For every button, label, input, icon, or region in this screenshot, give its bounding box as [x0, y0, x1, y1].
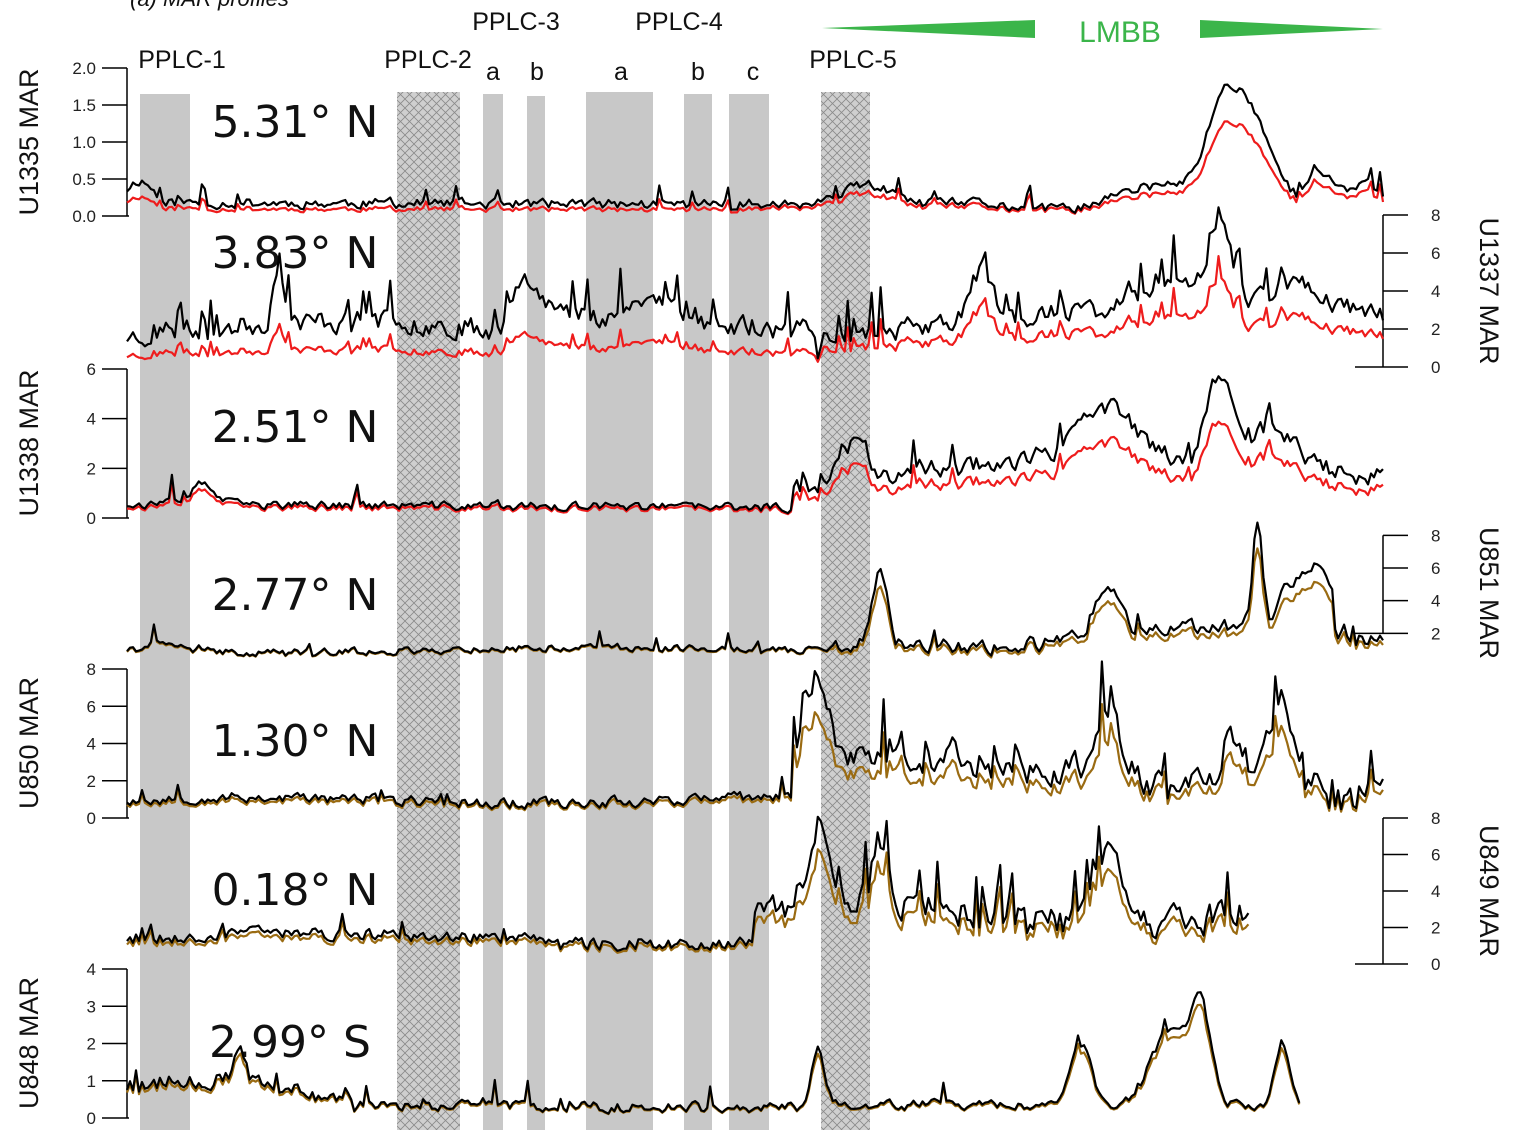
y-axis-label: U851 MAR	[1474, 527, 1504, 659]
series-line-red	[126, 420, 1384, 516]
event-band-5	[586, 92, 653, 1130]
tick-label: 2	[87, 459, 96, 478]
latitude-label: 3.83° N	[212, 228, 379, 279]
y-axis-label: U850 MAR	[14, 677, 44, 809]
y-axis-label: U1335 MAR	[14, 68, 44, 215]
band-label: PPLC-4	[635, 8, 723, 36]
tick-label: 8	[1431, 809, 1440, 828]
latitude-label: 0.18° N	[212, 865, 379, 916]
tick-label: 6	[1431, 559, 1440, 578]
event-band-7	[729, 94, 769, 1130]
series-line-black	[126, 815, 1250, 952]
lmbb-arrow-left	[822, 20, 1035, 38]
band-sub-label: a	[486, 58, 500, 86]
band-sub-label: a	[614, 58, 628, 86]
tick-label: 2	[1431, 624, 1440, 643]
latitude-label: 5.31° N	[212, 97, 379, 148]
series-line-black	[125, 991, 1301, 1115]
latitude-label: 2.51° N	[212, 402, 379, 453]
series-line-black	[126, 206, 1385, 360]
series-line-black	[126, 521, 1384, 658]
latitude-label: 1.30° N	[212, 716, 379, 767]
tick-label: 2	[87, 772, 96, 791]
latitude-label: 2.77° N	[212, 570, 379, 621]
event-band-6	[684, 94, 712, 1130]
lmbb-label: LMBB	[1079, 16, 1161, 49]
event-band-1	[140, 94, 190, 1130]
tick-label: 1.5	[72, 96, 96, 115]
tick-label: 6	[87, 360, 96, 379]
event-band-3	[483, 94, 503, 1130]
tick-label: 4	[1431, 882, 1440, 901]
series-line-red	[126, 120, 1385, 215]
tick-label: 8	[87, 660, 96, 679]
y-axis-u1337: 0 2 4 6 8	[1355, 206, 1440, 377]
tick-label: 4	[87, 410, 96, 429]
tick-label: 0	[87, 1109, 96, 1128]
series-line-black	[126, 83, 1385, 214]
tick-label: 4	[87, 960, 96, 979]
y-axis-u850: 0 2 4 6 8	[87, 660, 129, 828]
tick-label: 3	[87, 997, 96, 1016]
tick-label: 6	[1431, 846, 1440, 865]
panel-u850: 0 2 4 6 8 U850 MAR 1.30° N	[14, 660, 1384, 828]
event-bands	[140, 92, 870, 1130]
chart-panels: 0.0 0.5 1.0 1.5 2.0 U1335 MAR 5.31° N 0 2 4 6 8 U133…	[14, 59, 1504, 1128]
series-line-red	[126, 255, 1385, 363]
series-line-black	[126, 375, 1384, 515]
y-axis-label: U1337 MAR	[1474, 217, 1504, 364]
tick-label: 2	[1431, 320, 1440, 339]
tick-label: 4	[87, 735, 96, 754]
panel-u849: 0 2 4 6 8 U849 MAR 0.18° N	[126, 809, 1504, 974]
tick-label: 2.0	[72, 59, 96, 78]
lmbb-arrow-right	[1200, 20, 1383, 38]
band-sub-label: c	[747, 58, 760, 86]
panel-u1335: 0.0 0.5 1.0 1.5 2.0 U1335 MAR 5.31° N	[14, 59, 1385, 226]
tick-label: 4	[1431, 592, 1440, 611]
tick-label: 8	[1431, 526, 1440, 545]
y-axis-label: U848 MAR	[14, 977, 44, 1109]
tick-label: 0	[87, 509, 96, 528]
y-axis-u1338: 0 2 4 6	[87, 360, 129, 528]
tick-label: 0	[1431, 955, 1440, 974]
tick-label: 6	[87, 697, 96, 716]
panel-u1337: 0 2 4 6 8 U1337 MAR 3.83° N	[126, 206, 1504, 377]
panel-u851: 2 4 6 8 U851 MAR 2.77° N	[126, 521, 1504, 659]
band-label: PPLC-1	[138, 46, 226, 74]
tick-label: 0	[1431, 358, 1440, 377]
band-label: PPLC-3	[472, 8, 560, 36]
lmbb-indicator: LMBB	[822, 16, 1383, 49]
panel-u1338: 0 2 4 6 U1338 MAR 2.51° N	[14, 360, 1384, 528]
y-axis-u1335: 0.0 0.5 1.0 1.5 2.0	[72, 59, 129, 226]
band-sub-label: b	[691, 58, 705, 86]
tick-label: 4	[1431, 282, 1440, 301]
figure-title: (a) MAR profiles	[130, 0, 289, 11]
event-band-4	[527, 96, 545, 1130]
tick-label: 0.0	[72, 207, 96, 226]
event-band-8	[821, 92, 870, 1130]
y-axis-label: U1338 MAR	[14, 369, 44, 516]
y-axis-label: U849 MAR	[1474, 825, 1504, 957]
series-line-brown	[126, 848, 1250, 954]
tick-label: 8	[1431, 206, 1440, 225]
band-label: PPLC-2	[384, 46, 472, 74]
series-line-black	[126, 660, 1384, 811]
series-line-brown	[126, 703, 1384, 813]
tick-label: 0.5	[72, 170, 96, 189]
event-band-2	[397, 92, 460, 1130]
y-axis-u851: 2 4 6 8	[1355, 526, 1440, 643]
tick-label: 1	[87, 1072, 96, 1091]
tick-label: 2	[1431, 919, 1440, 938]
band-sub-label: b	[530, 58, 544, 86]
band-label: PPLC-5	[809, 46, 897, 74]
y-axis-u849: 0 2 4 6 8	[1355, 809, 1440, 974]
y-axis-u848: 0 1 2 3 4	[87, 960, 129, 1128]
tick-label: 1.0	[72, 133, 96, 152]
tick-label: 0	[87, 809, 96, 828]
tick-label: 2	[87, 1035, 96, 1054]
tick-label: 6	[1431, 244, 1440, 263]
